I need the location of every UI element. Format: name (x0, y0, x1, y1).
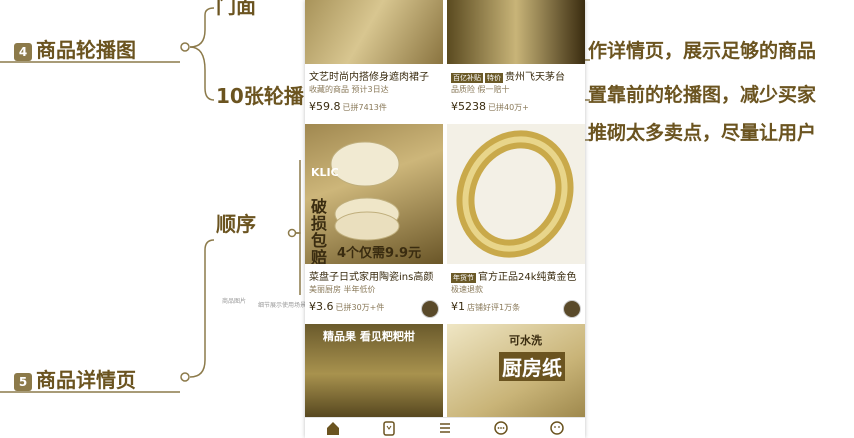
node-label: 商品轮播图 (36, 38, 136, 62)
sold-count: 已拼40万+ (488, 103, 529, 112)
product-image (305, 0, 443, 64)
bottom-tab-bar (305, 417, 585, 438)
product-card[interactable]: 可水洗 厨房纸 (447, 324, 585, 424)
currency-symbol: ¥ (451, 100, 458, 113)
product-card[interactable]: KLIC 破损包赔 4个仅需9.9元 菜盘子日式家用陶瓷ins高颜 美丽厨房 半… (305, 124, 443, 320)
product-image: KLIC 破损包赔 4个仅需9.9元 (305, 124, 443, 264)
product-image (447, 0, 585, 64)
note-line: 作详情页，展示足够的商品 (588, 40, 817, 62)
node-carousel[interactable]: 4 商品轮播图 (14, 34, 136, 63)
promo-overlay: 精品果 看见粑粑柑 (323, 330, 415, 343)
promo-overlay: 破损包赔 (311, 197, 328, 264)
currency-symbol: ¥ (309, 300, 316, 313)
product-meta: 极速退款 (451, 285, 483, 294)
product-title: 菜盘子日式家用陶瓷ins高颜 (309, 272, 434, 283)
price-value: 5238 (458, 100, 486, 113)
avatar (563, 300, 581, 318)
product-image (447, 124, 585, 264)
product-price: ¥5238 已拼40万+ (451, 100, 529, 113)
product-meta: 美丽厨房 半年低价 (309, 285, 376, 294)
coupon-icon[interactable] (381, 420, 397, 436)
sold-count: 已拼30万+件 (335, 303, 385, 312)
promo-tag: 年货节 (451, 273, 476, 283)
product-title-text: 官方正品24k纯黄金色 (478, 272, 577, 283)
currency-symbol: ¥ (309, 100, 316, 113)
node-door: 门面 (216, 0, 256, 18)
product-title-text: 贵州飞天茅台 (505, 72, 565, 83)
node-ten-images: 10张轮播 (216, 84, 304, 108)
node-badge: 5 (14, 372, 32, 391)
list-icon[interactable] (437, 420, 453, 436)
gold-ring-illustration (456, 130, 574, 258)
brand-label: KLIC (311, 166, 339, 179)
product-price: ¥3.6 已拼30万+件 (309, 300, 384, 313)
avatar (421, 300, 439, 318)
node-order: 顺序 (216, 212, 256, 236)
product-title: 年货节 官方正品24k纯黄金色 (451, 268, 583, 283)
node-label: 商品详情页 (36, 368, 136, 392)
price-value: 1 (458, 300, 465, 313)
sold-count: 已拼7413件 (342, 103, 387, 112)
product-card[interactable]: 精品果 看见粑粑柑 (305, 324, 443, 424)
mini-label: 细节展示 (258, 302, 283, 309)
price-value: 3.6 (316, 300, 334, 313)
home-icon[interactable] (325, 420, 341, 436)
product-price: ¥59.8 已拼7413件 (309, 100, 387, 113)
product-meta: 品质险 假一赔十 (451, 85, 510, 94)
sold-count: 店铺好评1万条 (467, 303, 521, 312)
mini-label: 商品图片 (222, 298, 247, 305)
price-value: 59.8 (316, 100, 341, 113)
promo-price-overlay: 4个仅需9.9元 (337, 246, 422, 261)
product-price: ¥1 店铺好评1万条 (451, 300, 520, 313)
phone-screen: 文艺时尚内搭修身遮肉裙子 收藏的商品 预计3日达 ¥59.8 已拼7413件 百亿… (305, 0, 585, 438)
promo-tag: 百亿补贴 (451, 73, 483, 83)
plates-illustration (330, 141, 400, 241)
product-meta: 收藏的商品 预计3日达 (309, 85, 389, 94)
note-line: 推砌太多卖点，尽量让用户 (588, 122, 817, 144)
product-card[interactable]: 百亿补贴 特价 贵州飞天茅台 品质险 假一赔十 ¥5238 已拼40万+ (447, 0, 585, 120)
promo-overlay-large: 厨房纸 (499, 352, 565, 381)
product-title: 文艺时尚内搭修身遮肉裙子 (309, 72, 429, 83)
product-card[interactable]: 年货节 官方正品24k纯黄金色 极速退款 ¥1 店铺好评1万条 (447, 124, 585, 320)
product-title: 百亿补贴 特价 贵州飞天茅台 (451, 68, 583, 83)
mini-label: 使用场景 (282, 302, 307, 309)
profile-icon[interactable] (549, 420, 565, 436)
currency-symbol: ¥ (451, 300, 458, 313)
node-detail-page[interactable]: 5 商品详情页 (14, 364, 136, 393)
node-badge: 4 (14, 42, 32, 61)
product-image: 精品果 看见粑粑柑 (305, 324, 443, 424)
product-card[interactable]: 文艺时尚内搭修身遮肉裙子 收藏的商品 预计3日达 ¥59.8 已拼7413件 (305, 0, 443, 120)
promo-overlay: 可水洗 (509, 334, 542, 347)
note-line: 置靠前的轮播图，减少买家 (588, 84, 817, 106)
promo-tag: 特价 (485, 73, 503, 83)
product-image: 可水洗 厨房纸 (447, 324, 585, 424)
chat-icon[interactable] (493, 420, 509, 436)
